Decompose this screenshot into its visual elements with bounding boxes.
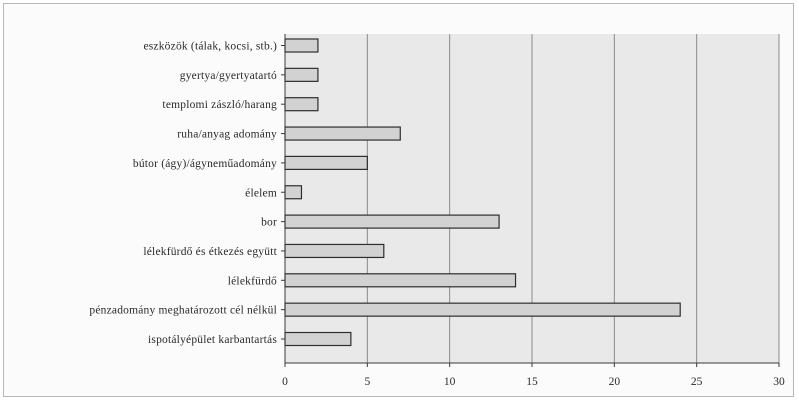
category-labels: eszközök (tálak, kocsi, stb.) gyertya/gye… (89, 41, 285, 346)
bar (284, 214, 500, 229)
category-label: templomi zászló/harang (162, 99, 277, 111)
x-tick-label: 15 (526, 376, 538, 388)
bar (284, 302, 681, 317)
x-tick-label: 20 (609, 376, 621, 388)
category-label: ruha/anyag adomány (177, 129, 277, 141)
bar (284, 273, 517, 288)
category-label: ispotályépület karbantartás (148, 334, 277, 346)
bar (284, 38, 319, 53)
x-tick-label: 5 (364, 376, 370, 388)
bar (284, 243, 385, 259)
category-label: eszközök (tálak, kocsi, stb.) (143, 41, 277, 53)
x-tick-label: 25 (691, 376, 703, 388)
category-label: lélekfürdő és étkezés együtt (143, 246, 277, 258)
bar (284, 331, 352, 347)
category-label: bor (261, 217, 277, 229)
x-tick-labels: 0 5 10 15 20 25 30 (282, 363, 785, 388)
bar (284, 97, 319, 112)
bar (284, 185, 303, 200)
bar (284, 126, 401, 141)
category-label: pénzadomány meghatározott cél nélkül (89, 305, 277, 317)
bar-chart: eszközök (tálak, kocsi, stb.) gyertya/gye… (89, 34, 785, 388)
category-label: gyertya/gyertyatartó (180, 70, 277, 82)
x-tick-label: 10 (444, 376, 456, 388)
category-label: lélekfürdő (228, 275, 277, 287)
bar (284, 155, 368, 170)
category-label: bútor (ágy)/ágyneműadomány (133, 158, 277, 170)
x-tick-label: 0 (282, 376, 288, 388)
category-label: élelem (245, 187, 277, 199)
bar (284, 67, 319, 82)
x-tick-label: 30 (773, 376, 785, 388)
gridlines (366, 34, 780, 363)
chart-frame: eszközök (tálak, kocsi, stb.) gyertya/gye… (3, 3, 794, 397)
